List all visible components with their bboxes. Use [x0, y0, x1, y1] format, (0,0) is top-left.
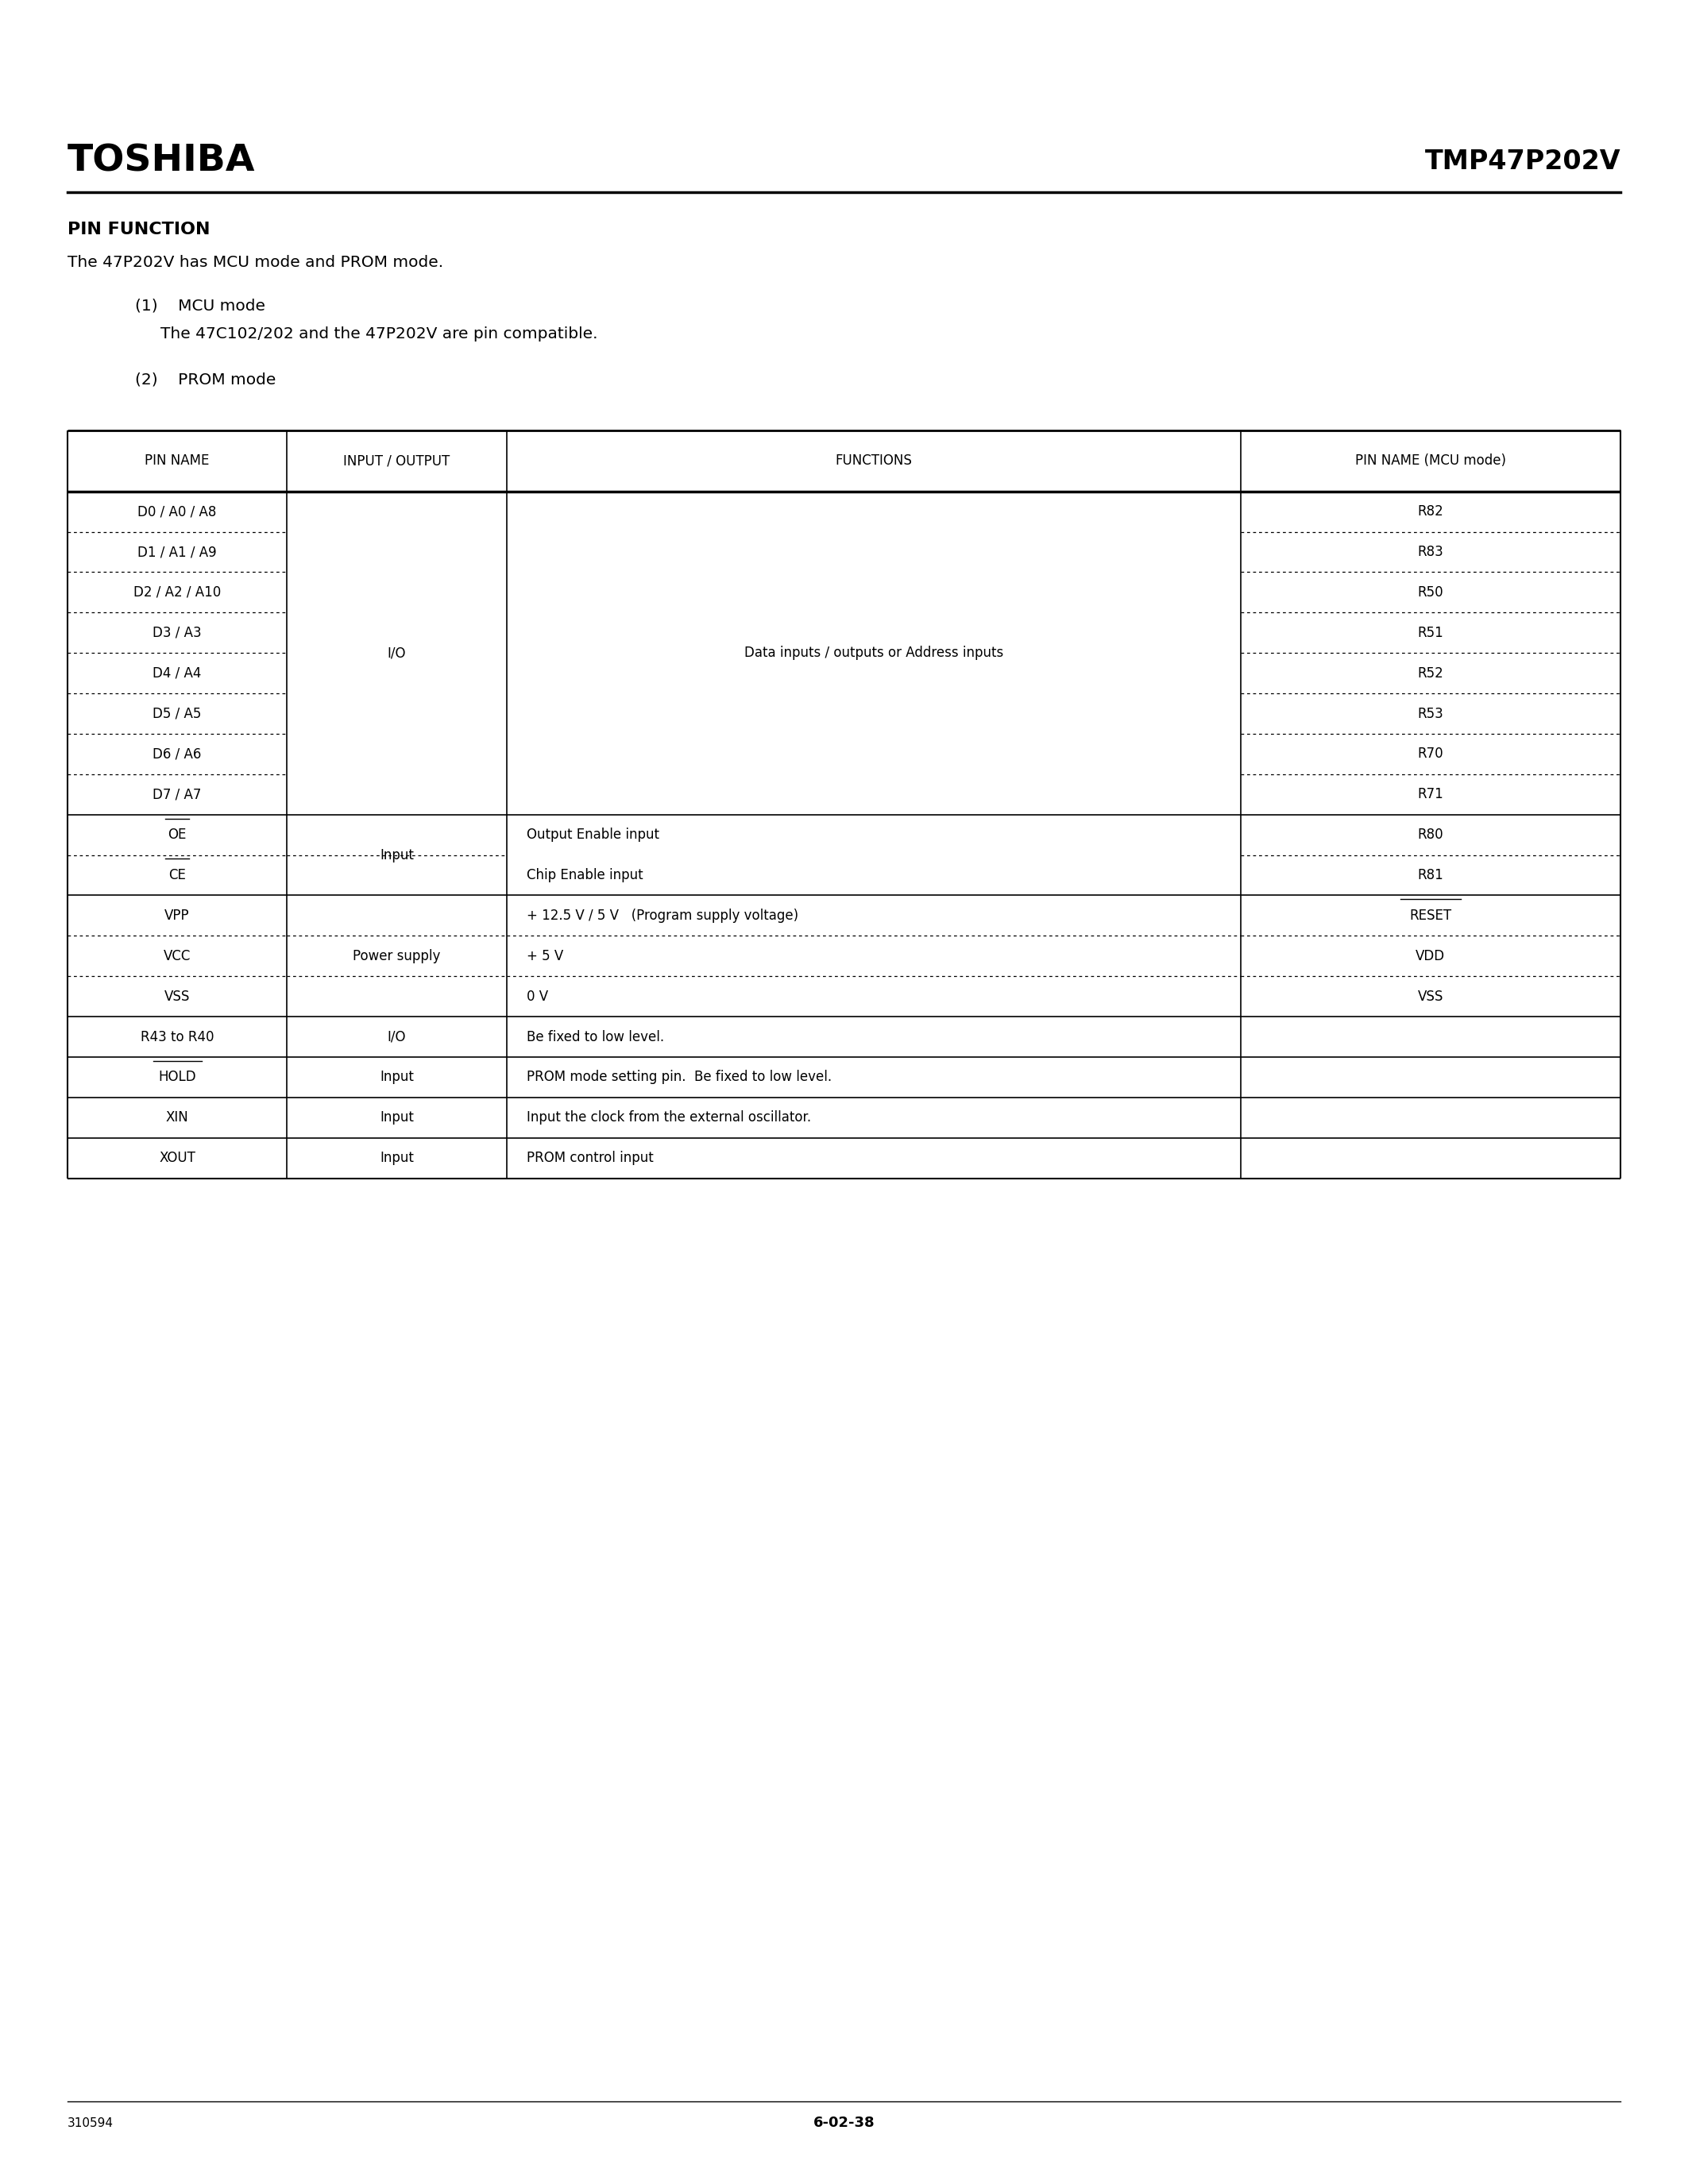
Text: PIN FUNCTION: PIN FUNCTION — [68, 221, 209, 238]
Text: Input: Input — [380, 1109, 414, 1125]
Text: VDD: VDD — [1416, 948, 1445, 963]
Text: Be fixed to low level.: Be fixed to low level. — [527, 1029, 663, 1044]
Text: R43 to R40: R43 to R40 — [140, 1029, 214, 1044]
Text: HOLD: HOLD — [159, 1070, 196, 1085]
Text: RESET: RESET — [1409, 909, 1452, 924]
Text: TOSHIBA: TOSHIBA — [68, 144, 255, 179]
Text: Data inputs / outputs or Address inputs: Data inputs / outputs or Address inputs — [744, 646, 1003, 660]
Text: R81: R81 — [1418, 867, 1443, 882]
Text: R51: R51 — [1418, 625, 1443, 640]
Text: R53: R53 — [1418, 705, 1443, 721]
Text: R52: R52 — [1418, 666, 1443, 681]
Text: Chip Enable input: Chip Enable input — [527, 867, 643, 882]
Text: CE: CE — [169, 867, 186, 882]
Text: D4 / A4: D4 / A4 — [154, 666, 201, 681]
Text: D7 / A7: D7 / A7 — [154, 786, 201, 802]
Text: R70: R70 — [1418, 747, 1443, 762]
Text: R50: R50 — [1418, 585, 1443, 601]
Text: 0 V: 0 V — [527, 989, 549, 1005]
Text: D0 / A0 / A8: D0 / A0 / A8 — [138, 505, 216, 520]
Text: I/O: I/O — [387, 646, 407, 660]
Text: R80: R80 — [1418, 828, 1443, 843]
Text: OE: OE — [169, 828, 187, 843]
Text: FUNCTIONS: FUNCTIONS — [836, 454, 912, 467]
Text: R83: R83 — [1418, 544, 1443, 559]
Text: + 5 V: + 5 V — [527, 948, 564, 963]
Text: R82: R82 — [1418, 505, 1443, 520]
Text: XIN: XIN — [165, 1109, 189, 1125]
Text: Output Enable input: Output Enable input — [527, 828, 660, 843]
Text: D5 / A5: D5 / A5 — [154, 705, 201, 721]
Text: VSS: VSS — [1418, 989, 1443, 1005]
Text: (1)    MCU mode: (1) MCU mode — [135, 299, 265, 312]
Text: PIN NAME (MCU mode): PIN NAME (MCU mode) — [1355, 454, 1506, 467]
Text: The 47P202V has MCU mode and PROM mode.: The 47P202V has MCU mode and PROM mode. — [68, 256, 444, 269]
Text: Input: Input — [380, 847, 414, 863]
Text: Input the clock from the external oscillator.: Input the clock from the external oscill… — [527, 1109, 812, 1125]
Text: R71: R71 — [1418, 786, 1443, 802]
Text: + 12.5 V / 5 V   (Program supply voltage): + 12.5 V / 5 V (Program supply voltage) — [527, 909, 798, 924]
Text: TMP47P202V: TMP47P202V — [1425, 149, 1620, 175]
Text: Input: Input — [380, 1070, 414, 1085]
Text: PROM mode setting pin.  Be fixed to low level.: PROM mode setting pin. Be fixed to low l… — [527, 1070, 832, 1085]
Text: 310594: 310594 — [68, 2116, 113, 2129]
Text: The 47C102/202 and the 47P202V are pin compatible.: The 47C102/202 and the 47P202V are pin c… — [160, 328, 598, 341]
Text: PROM control input: PROM control input — [527, 1151, 653, 1166]
Text: XOUT: XOUT — [159, 1151, 196, 1166]
Text: D2 / A2 / A10: D2 / A2 / A10 — [133, 585, 221, 601]
Text: I/O: I/O — [387, 1029, 407, 1044]
Text: VPP: VPP — [165, 909, 189, 924]
Text: PIN NAME: PIN NAME — [145, 454, 209, 467]
Text: Power supply: Power supply — [353, 948, 441, 963]
Text: VCC: VCC — [164, 948, 191, 963]
Text: D6 / A6: D6 / A6 — [154, 747, 201, 762]
Text: Input: Input — [380, 1151, 414, 1166]
Text: D1 / A1 / A9: D1 / A1 / A9 — [138, 544, 216, 559]
Text: (2)    PROM mode: (2) PROM mode — [135, 373, 275, 387]
Text: INPUT / OUTPUT: INPUT / OUTPUT — [343, 454, 451, 467]
Text: D3 / A3: D3 / A3 — [154, 625, 203, 640]
Text: 6-02-38: 6-02-38 — [814, 2116, 874, 2129]
Text: VSS: VSS — [164, 989, 191, 1005]
